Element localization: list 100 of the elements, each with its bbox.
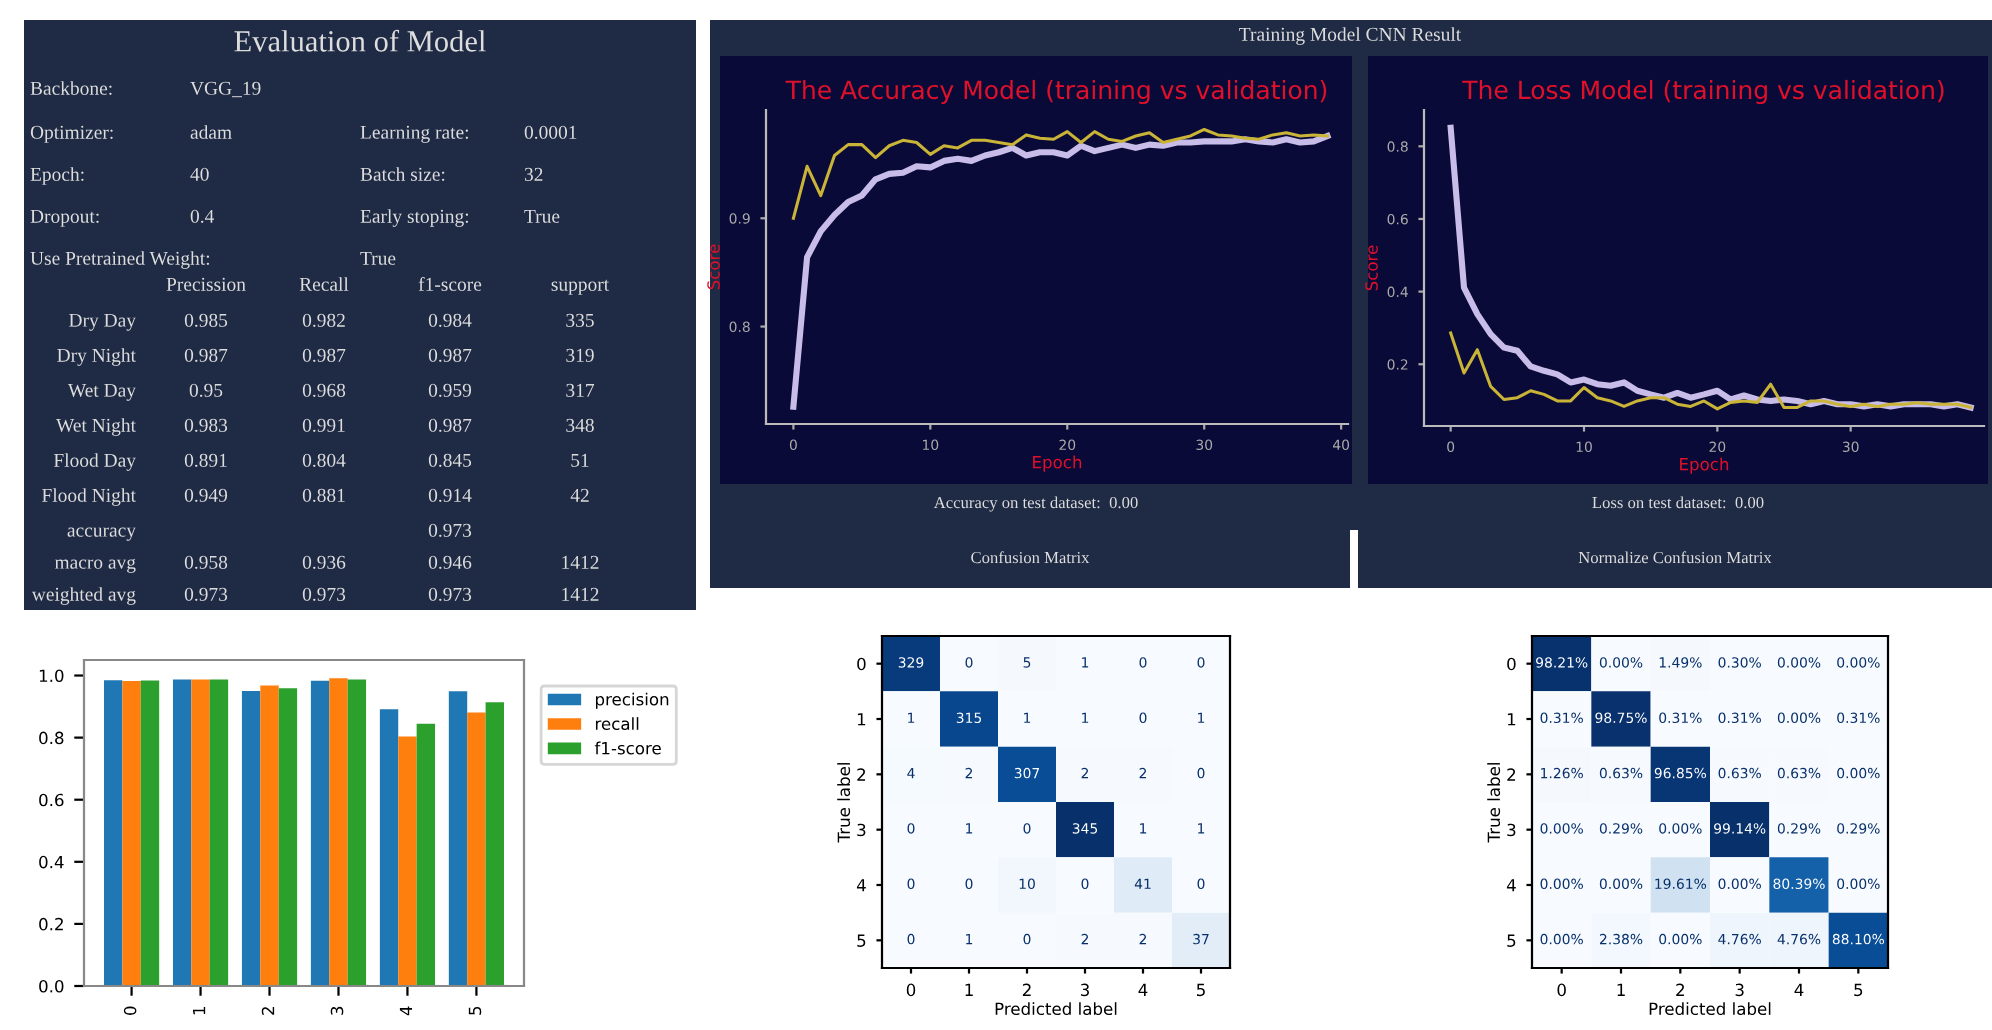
legend-label: f1-score bbox=[594, 741, 661, 755]
y-tick-label: 3 bbox=[857, 823, 866, 837]
y-tick-label: 0 bbox=[1507, 657, 1516, 671]
x-tick-label: 5 bbox=[1854, 983, 1863, 997]
text: 0.0001 bbox=[524, 125, 577, 139]
text: 0.804 bbox=[302, 453, 346, 467]
text: 348 bbox=[566, 418, 594, 432]
y-axis-title: Score bbox=[1365, 245, 1378, 291]
text: support bbox=[551, 279, 610, 295]
text: Loss on test dataset: 0.00 bbox=[1592, 496, 1764, 509]
text: 0.936 bbox=[302, 555, 346, 569]
y-tick-label: 2 bbox=[857, 768, 866, 781]
x-axis-title: Epoch bbox=[1033, 455, 1082, 472]
chart-title: The Loss Model (training vs validation) bbox=[1462, 79, 1944, 105]
text: f1-score bbox=[418, 276, 482, 291]
text: Epoch: bbox=[30, 167, 84, 185]
text: Learning rate: bbox=[360, 125, 469, 143]
bar bbox=[241, 691, 261, 986]
y-tick-label: 0.4 bbox=[39, 855, 64, 869]
text: 319 bbox=[566, 348, 594, 362]
text: Optimizer: bbox=[30, 125, 113, 143]
y-tick-label: 5 bbox=[1507, 934, 1516, 947]
bar bbox=[209, 679, 229, 986]
text: Use Pretrained Weight: bbox=[30, 251, 210, 269]
x-axis-title: Predicted label bbox=[995, 1002, 1117, 1016]
x-tick-label: 2 bbox=[1022, 983, 1031, 996]
x-tick-label: 2 bbox=[1676, 983, 1684, 996]
bar bbox=[140, 680, 160, 986]
bar bbox=[172, 679, 192, 986]
text: 0.968 bbox=[302, 383, 346, 397]
line-series bbox=[791, 127, 1329, 220]
text: Accuracy on test dataset: 0.00 bbox=[933, 496, 1138, 512]
x-tick-label: 0 bbox=[906, 983, 916, 997]
x-tick-label: 1 bbox=[193, 1006, 206, 1015]
text: 0.958 bbox=[184, 555, 228, 569]
text: 0.987 bbox=[428, 418, 472, 432]
y-axis-title: Score bbox=[707, 244, 720, 290]
y-tick-label: 2 bbox=[1507, 768, 1516, 781]
x-tick-label: 1 bbox=[1617, 983, 1625, 996]
legend-label: recall bbox=[595, 717, 639, 731]
bar bbox=[398, 736, 417, 986]
line-series bbox=[790, 132, 1331, 410]
text: 1412 bbox=[562, 555, 599, 569]
x-tick-label: 4 bbox=[1794, 983, 1804, 996]
bar bbox=[191, 679, 210, 986]
x-tick-label: 5 bbox=[468, 1006, 482, 1015]
x-tick-label: 0 bbox=[1557, 983, 1566, 997]
text: 0.891 bbox=[184, 453, 227, 467]
text: 0.973 bbox=[302, 587, 346, 601]
text: 1412 bbox=[562, 587, 599, 601]
x-tick-label: 4 bbox=[399, 1006, 413, 1016]
y-axis-title: True label bbox=[837, 763, 851, 843]
text: 42 bbox=[570, 488, 589, 502]
text: VGG_19 bbox=[190, 81, 261, 98]
text: Backbone: bbox=[30, 81, 112, 95]
x-tick-label: 5 bbox=[1196, 983, 1205, 997]
text: Batch size: bbox=[360, 167, 445, 181]
bar bbox=[379, 709, 399, 986]
text: 0.881 bbox=[302, 488, 345, 502]
text: Wet Night bbox=[56, 418, 136, 436]
text: Evaluation of Model bbox=[234, 29, 486, 52]
chart-title: Normalize Confusion Matrix bbox=[1578, 551, 1772, 564]
y-tick-label: 0.0 bbox=[39, 979, 64, 993]
text: 0.946 bbox=[428, 555, 472, 569]
text: 0.991 bbox=[302, 418, 345, 432]
text: 0.4 bbox=[190, 209, 214, 223]
text: 0.983 bbox=[184, 418, 228, 432]
y-axis-title: True label bbox=[1487, 763, 1501, 843]
text: 40 bbox=[190, 167, 209, 181]
text: 0.984 bbox=[428, 313, 472, 327]
text: Early stoping: bbox=[360, 209, 469, 227]
text: Recall bbox=[299, 277, 349, 291]
text: accuracy bbox=[67, 527, 136, 541]
text: weighted avg bbox=[31, 587, 136, 605]
bar bbox=[329, 678, 348, 986]
x-tick-label: 2 bbox=[261, 1007, 275, 1015]
text: 335 bbox=[566, 313, 594, 327]
text: Training Model CNN Result bbox=[1239, 27, 1462, 45]
text: True bbox=[360, 251, 396, 265]
bar bbox=[467, 712, 486, 986]
bar bbox=[122, 681, 141, 986]
line-series bbox=[1449, 331, 1973, 411]
text: Precission bbox=[166, 277, 246, 291]
x-tick-label: 4 bbox=[1138, 983, 1148, 996]
bar bbox=[485, 702, 504, 986]
text: 0.985 bbox=[184, 313, 228, 327]
y-tick-label: 0.8 bbox=[39, 731, 64, 745]
text: 32 bbox=[524, 167, 543, 181]
text: macro avg bbox=[54, 558, 136, 573]
text: 0.973 bbox=[184, 587, 228, 601]
bar bbox=[347, 679, 367, 986]
x-axis-title: Predicted label bbox=[1649, 1002, 1771, 1016]
y-tick-label: 5 bbox=[857, 934, 866, 947]
text: 0.987 bbox=[302, 348, 346, 362]
text: True bbox=[524, 209, 560, 223]
text: 0.959 bbox=[428, 383, 472, 397]
y-tick-label: 3 bbox=[1507, 823, 1516, 837]
text: Wet Day bbox=[67, 383, 136, 401]
text: 317 bbox=[566, 383, 595, 397]
y-tick-label: 1.0 bbox=[39, 669, 64, 683]
